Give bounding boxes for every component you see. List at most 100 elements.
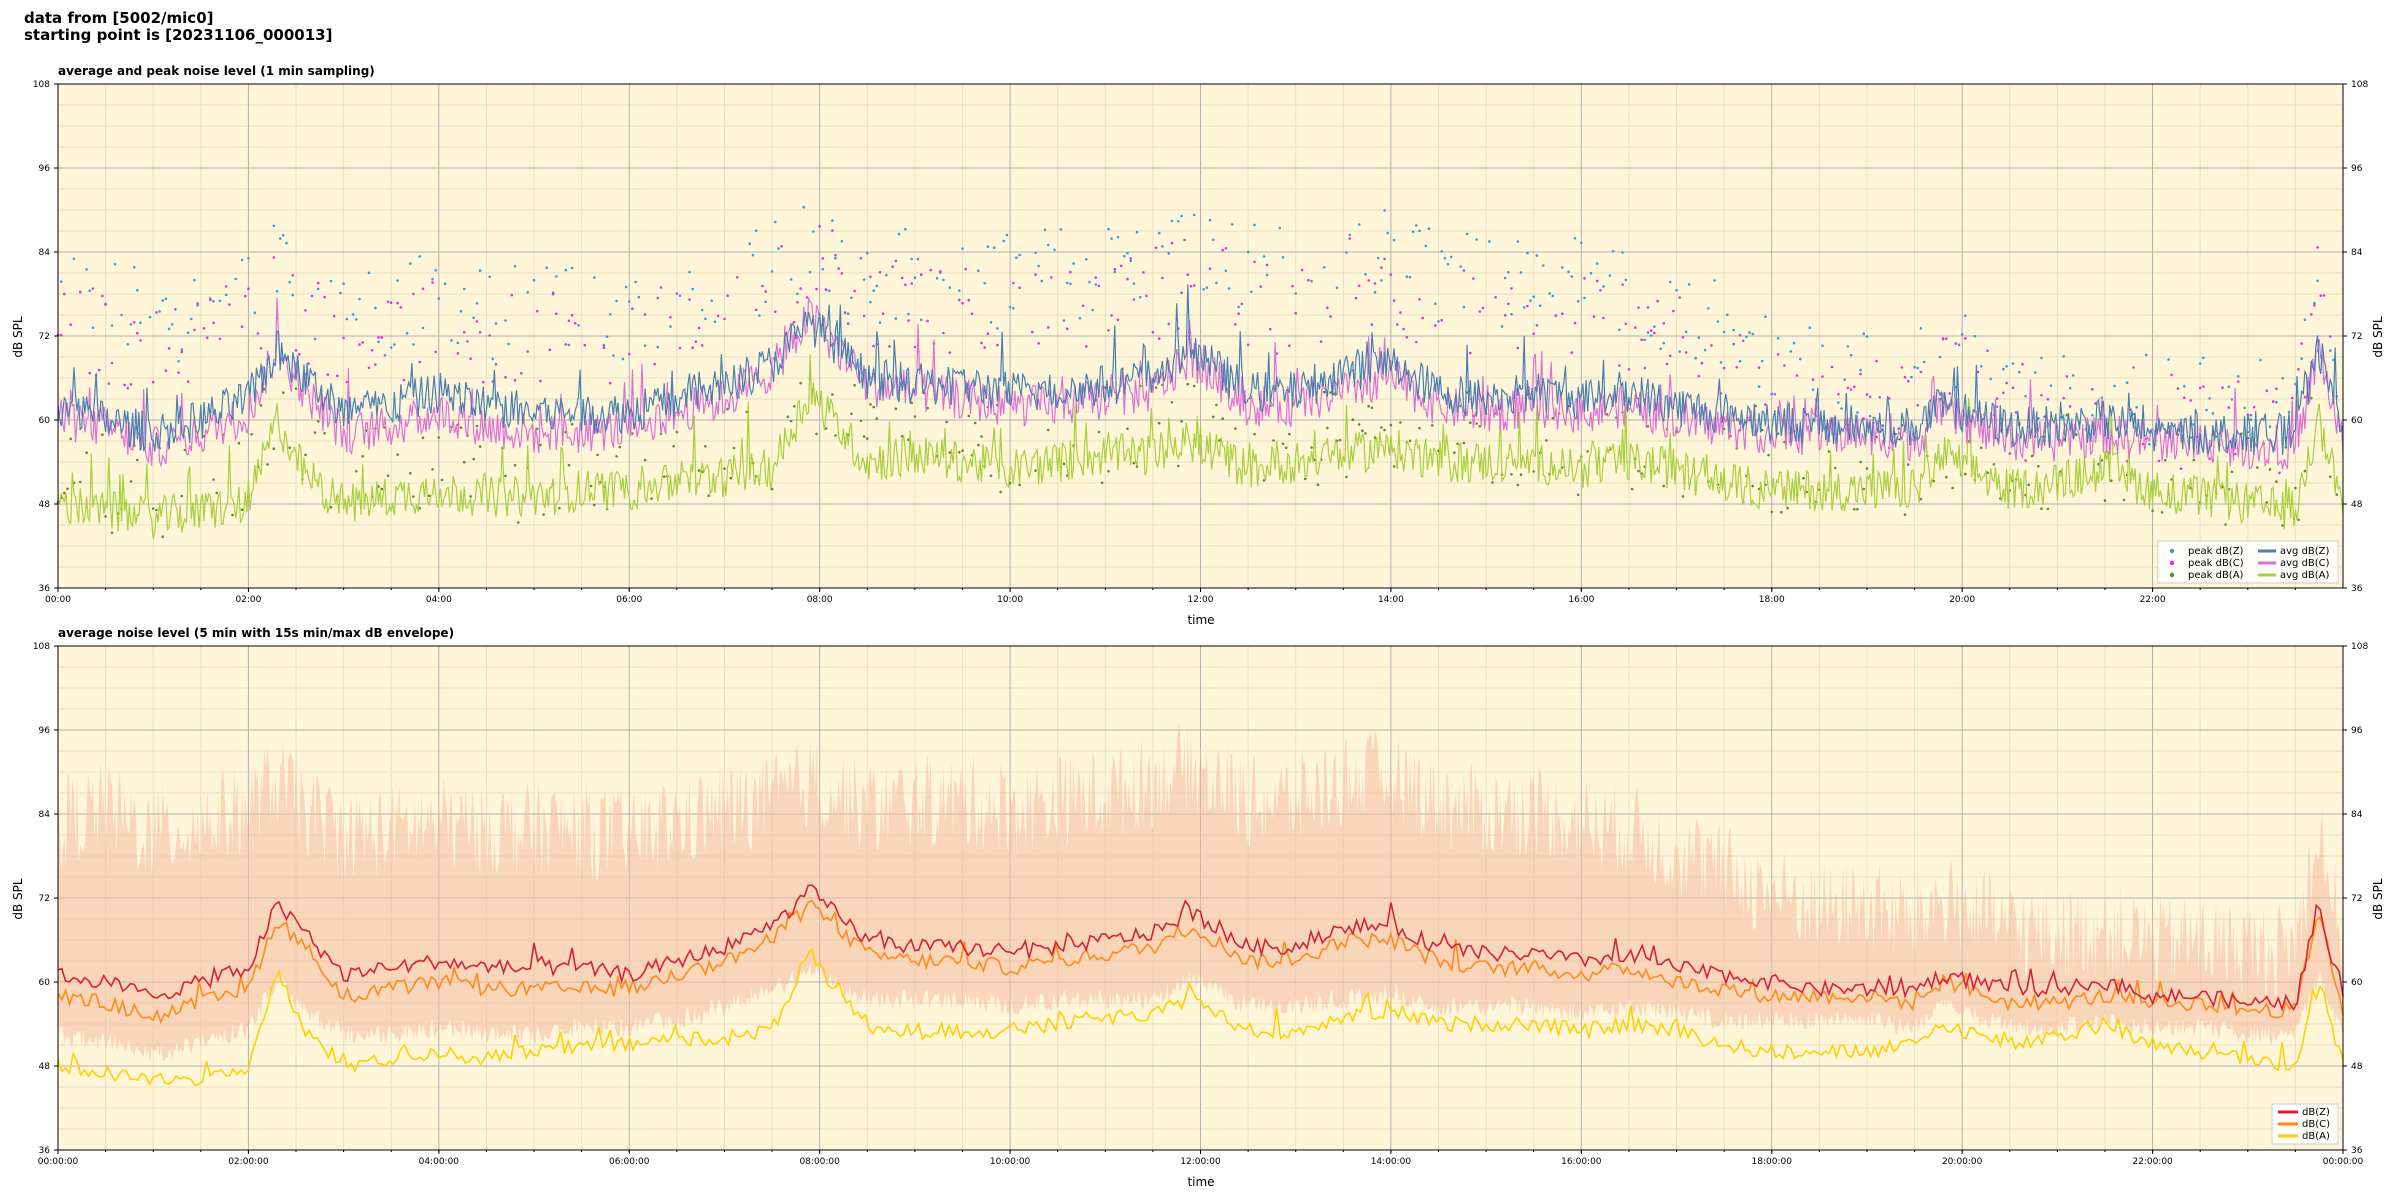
chart1-scatter-point — [675, 430, 679, 434]
chart1-scatter-point — [1526, 251, 1529, 255]
chart1-scatter-point — [1443, 257, 1447, 260]
chart1-scatter-point — [402, 378, 406, 382]
chart1-scatter-point — [1437, 320, 1440, 323]
chart1-scatter-point — [475, 302, 479, 305]
chart1-scatter-point — [234, 277, 237, 281]
chart1-scatter-point — [250, 433, 253, 436]
chart1-scatter-point — [59, 333, 63, 337]
chart1-scatter-point — [1640, 338, 1643, 342]
chart1-scatter-point — [789, 419, 793, 423]
chart1-scatter-point — [1589, 271, 1593, 275]
chart1-scatter-point — [2021, 362, 2024, 366]
chart1-scatter-point — [894, 317, 898, 320]
chart1-scatter-point — [2068, 386, 2072, 390]
chart1-scatter-point — [212, 321, 215, 325]
chart1-scatter-point — [1621, 251, 1624, 254]
chart1-scatter-point — [78, 480, 82, 484]
chart1-scatter-point — [472, 316, 476, 320]
chart1-scatter-point — [167, 347, 171, 350]
chart1-scatter-point — [1945, 337, 1948, 340]
chart1-scatter-point — [869, 300, 872, 304]
chart1-scatter-point — [1326, 426, 1329, 430]
chart1-scatter-point — [564, 343, 568, 346]
chart1-scatter-point — [1221, 248, 1224, 252]
chart1-scatter-point — [1868, 395, 1872, 399]
chart1-scatter-point — [345, 317, 349, 321]
chart1-scatter-point — [1681, 495, 1685, 498]
chart2-x-tick-label: 16:00:00 — [1561, 1157, 1602, 1167]
chart1-scatter-point — [608, 381, 612, 385]
chart1-scatter-point — [126, 343, 130, 346]
chart1-y-tick-label-left: 48 — [39, 500, 51, 510]
chart1-scatter-point — [1795, 374, 1799, 377]
chart2-y-tick-label-right: 72 — [2351, 894, 2362, 904]
chart1-scatter-point — [1478, 424, 1482, 428]
chart1-scatter-point — [243, 294, 247, 298]
chart1-scatter-point — [151, 380, 155, 384]
chart1-scatter-point — [101, 294, 104, 298]
chart1-scatter-point — [1551, 416, 1555, 420]
chart1-scatter-point — [1253, 432, 1256, 436]
chart2-legend-label: dB(A) — [2302, 1131, 2330, 1142]
chart1-scatter-point — [396, 453, 399, 456]
chart1-scatter-point — [958, 289, 961, 292]
chart1-scatter-point — [2068, 405, 2072, 408]
chart1-scatter-point — [2014, 411, 2018, 414]
chart1-scatter-point — [475, 424, 479, 428]
chart1-scatter-point — [1951, 486, 1954, 490]
chart1-scatter-point — [1856, 411, 1859, 414]
chart1-scatter-point — [1119, 264, 1123, 268]
chart1-scatter-point — [1424, 244, 1428, 248]
chart1-scatter-point — [2300, 357, 2303, 361]
chart1-scatter-point — [1405, 335, 1409, 339]
chart1-scatter-point — [2287, 410, 2291, 414]
chart1-scatter-point — [1865, 335, 1869, 338]
chart1-scatter-point — [878, 321, 882, 325]
chart1-scatter-point — [282, 234, 285, 237]
chart1-scatter-point — [691, 346, 694, 350]
chart1-scatter-point — [2071, 374, 2075, 377]
chart1-scatter-point — [1849, 388, 1853, 391]
chart1-scatter-point — [72, 257, 76, 261]
chart1-scatter-point — [1354, 296, 1358, 300]
chart1-scatter-point — [1542, 264, 1545, 267]
chart1-y-tick-label-right: 84 — [2351, 248, 2363, 258]
chart1-scatter-point — [1649, 329, 1653, 332]
chart1-scatter-point — [129, 480, 133, 483]
chart1-scatter-point — [1250, 290, 1253, 294]
chart1-scatter-point — [910, 401, 913, 405]
chart1-y-tick-label-left: 108 — [33, 80, 50, 90]
chart1-scatter-point — [409, 262, 412, 265]
chart1-scatter-point — [1741, 339, 1745, 343]
chart1-scatter-point — [913, 415, 917, 418]
chart1-scatter-point — [824, 288, 828, 291]
chart1-scatter-point — [1329, 391, 1332, 394]
chart1-scatter-point — [196, 302, 199, 305]
chart1-scatter-point — [240, 508, 244, 512]
chart1-scatter-point — [2303, 395, 2307, 399]
chart1-scatter-point — [2335, 493, 2338, 496]
chart1-scatter-point — [2303, 469, 2307, 473]
chart1-scatter-point — [367, 271, 371, 275]
chart1-scatter-point — [1792, 341, 1796, 345]
chart1-scatter-point — [1427, 227, 1431, 230]
chart1-legend-label: avg dB(C) — [2280, 558, 2330, 569]
chart1-scatter-point — [2005, 381, 2008, 385]
chart1-scatter-point — [1519, 271, 1523, 274]
chart1-scatter-point — [904, 283, 907, 287]
chart1-scatter-point — [799, 287, 802, 290]
chart1-scatter-point — [1507, 302, 1510, 306]
chart1-scatter-point — [1979, 446, 1983, 450]
chart1-scatter-point — [1323, 390, 1326, 394]
chart1-scatter-point — [859, 257, 863, 260]
chart1-scatter-point — [272, 224, 276, 228]
chart1-scatter-point — [1722, 366, 1726, 370]
chart1-scatter-point — [1608, 274, 1612, 277]
chart1-scatter-point — [602, 346, 606, 350]
chart1-scatter-point — [215, 491, 218, 495]
chart1-scatter-point — [2249, 418, 2253, 422]
chart1-scatter-point — [1373, 291, 1377, 294]
chart1-scatter-point — [1310, 446, 1313, 449]
chart1-scatter-point — [2268, 425, 2272, 428]
chart1-scatter-point — [904, 227, 907, 231]
